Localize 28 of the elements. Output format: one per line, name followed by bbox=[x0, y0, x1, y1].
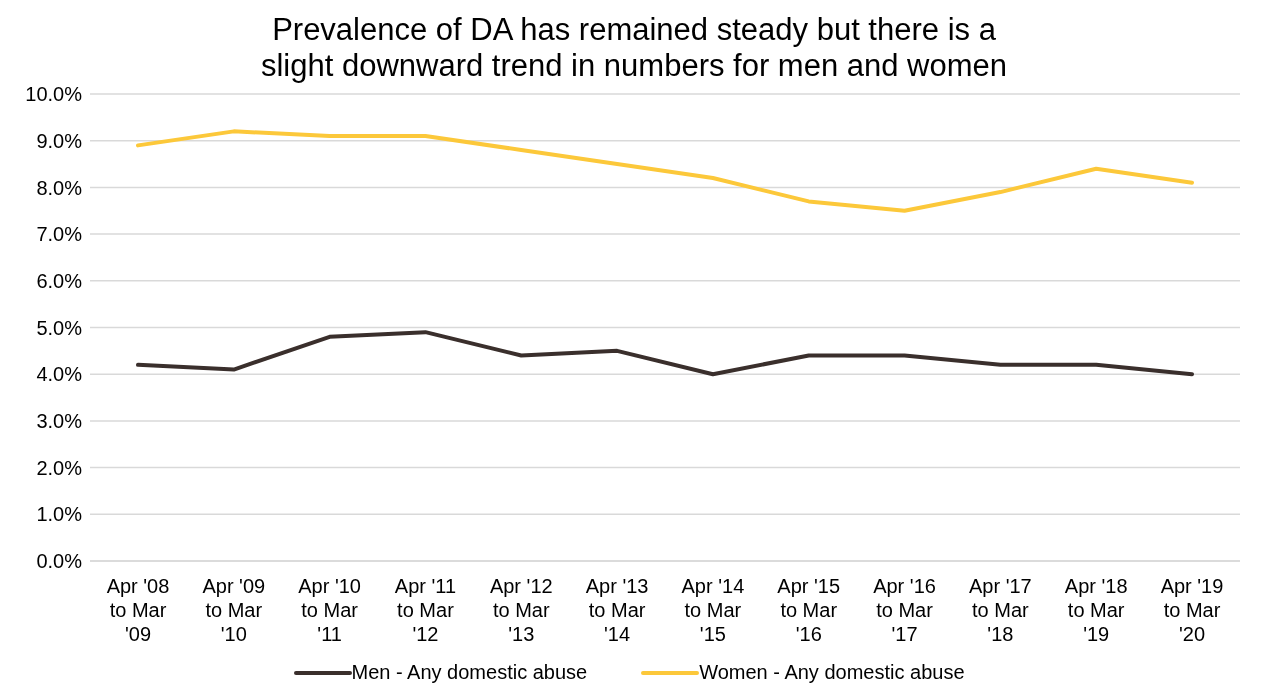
y-tick-label: 6.0% bbox=[36, 269, 83, 292]
x-tick-label: Apr '16 to Mar '17 bbox=[873, 575, 936, 645]
chart-title: Prevalence of DA has remained steady but there is a slight downward trend in numbers for men and women bbox=[259, 11, 1009, 84]
legend-label: Men - Any domestic abuse bbox=[351, 661, 588, 684]
x-tick-label: Apr '15 to Mar '16 bbox=[777, 575, 841, 645]
x-tick-label: Apr '12 to Mar '13 bbox=[489, 575, 553, 645]
line-series bbox=[136, 330, 1194, 377]
y-tick-label: 5.0% bbox=[36, 316, 83, 339]
line-series bbox=[136, 129, 1194, 213]
y-tick-label: 3.0% bbox=[36, 410, 83, 432]
y-tick-label: 4.0% bbox=[36, 363, 83, 386]
x-tick-label: Apr '09 to Mar '10 bbox=[202, 575, 266, 645]
legend-label: Women - Any domestic abuse bbox=[699, 661, 965, 684]
x-tick-label: Apr '13 to Mar '14 bbox=[585, 575, 649, 645]
x-tick-label: Apr '18 to Mar '19 bbox=[1064, 575, 1128, 645]
x-tick-label: Apr '11 to Mar '12 bbox=[394, 575, 457, 645]
y-tick-label: 10.0% bbox=[25, 83, 83, 106]
x-tick-label: Apr '17 to Mar '18 bbox=[968, 575, 1032, 645]
y-tick-label: 2.0% bbox=[36, 456, 83, 479]
y-tick-label: 7.0% bbox=[36, 223, 83, 246]
x-tick-label: Apr '10 to Mar '11 bbox=[298, 575, 362, 645]
y-tick-label: 0.0% bbox=[36, 550, 83, 573]
y-tick-label: 8.0% bbox=[36, 176, 83, 199]
x-tick-label: Apr '19 to Mar '20 bbox=[1160, 575, 1224, 645]
x-tick-label: Apr '14 to Mar '15 bbox=[681, 575, 745, 645]
y-tick-label: 9.0% bbox=[36, 129, 83, 152]
x-tick-label: Apr '08 to Mar '09 bbox=[106, 575, 170, 645]
y-tick-label: 1.0% bbox=[36, 503, 83, 526]
